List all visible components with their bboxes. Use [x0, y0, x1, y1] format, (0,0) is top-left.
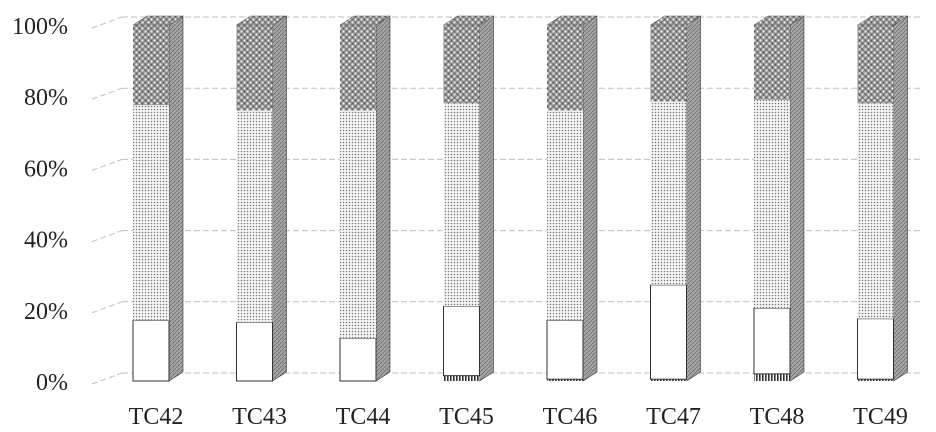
bar-top-face — [856, 15, 909, 26]
x-tick-label: TC49 — [853, 404, 908, 430]
bar-top-face — [442, 15, 495, 26]
bar-segment-cross-hatch — [236, 25, 273, 111]
bar-group-tc42 — [132, 15, 184, 382]
bar-segment-plain-white — [443, 305, 480, 377]
bar-group-tc48 — [753, 15, 805, 382]
bar-group-tc43 — [235, 15, 288, 382]
bar-segment-plain-white — [236, 321, 273, 382]
gridline-diagonal — [91, 301, 123, 314]
bar-segment-plain-white — [546, 319, 584, 380]
bar-top-face — [235, 15, 288, 26]
bar-segment-plain-white — [339, 337, 377, 382]
bar-top-face — [339, 15, 391, 26]
bar-segment-fine-dots — [754, 99, 790, 309]
gridline-diagonal — [91, 372, 123, 385]
bar-segment-fine-dots — [443, 103, 480, 307]
x-tick-label: TC47 — [646, 404, 701, 430]
bar-group-tc49 — [856, 15, 909, 382]
bar-side-face — [168, 15, 184, 382]
bar-side-face — [893, 15, 908, 382]
bar-segment-cross-hatch — [650, 25, 687, 102]
bar-segment-plain-white — [753, 307, 791, 375]
bar-segment-cross-hatch — [547, 25, 583, 111]
bar-group-tc45 — [442, 15, 495, 382]
bar-segment-fine-dots — [547, 110, 583, 321]
x-tick-label: TC44 — [336, 404, 391, 430]
bar-segment-plain-white — [132, 319, 170, 382]
gridline-diagonal — [91, 87, 123, 100]
y-axis-ticks: 0% 20% 40% 60% 80% 100% — [12, 14, 68, 396]
bar-segment-vertical-hatch — [443, 375, 480, 381]
bar-top-face — [753, 15, 805, 26]
gridline-diagonal — [91, 16, 123, 29]
bar-top-face — [132, 15, 184, 26]
bar-segment-vertical-hatch — [857, 379, 894, 381]
bars — [132, 15, 909, 382]
bar-segment-vertical-hatch — [650, 379, 687, 381]
bar-segment-cross-hatch — [443, 25, 480, 104]
bar-top-face — [546, 15, 598, 26]
x-tick-label: TC45 — [439, 404, 494, 430]
bar-group-tc47 — [649, 15, 702, 382]
y-tick-label: 0% — [36, 370, 68, 396]
x-tick-label: TC48 — [750, 404, 805, 430]
bar-segment-cross-hatch — [754, 25, 790, 100]
x-tick-label: TC42 — [129, 404, 184, 430]
bar-group-tc46 — [546, 15, 598, 382]
bar-segment-fine-dots — [857, 103, 894, 319]
bar-segment-cross-hatch — [857, 25, 894, 104]
x-tick-label: TC43 — [232, 404, 287, 430]
y-tick-label: 40% — [24, 228, 68, 254]
bar-segment-fine-dots — [236, 110, 273, 323]
bar-segment-plain-white — [857, 318, 894, 380]
bar-side-face — [375, 15, 391, 382]
x-axis-ticks: TC42 TC43 TC44 TC45 TC46 TC47 TC48 TC49 — [129, 404, 908, 430]
y-tick-label: 100% — [12, 14, 68, 40]
y-tick-label: 20% — [24, 299, 68, 325]
gridline-diagonal — [91, 230, 123, 243]
bar-side-face — [686, 15, 701, 382]
y-tick-label: 60% — [24, 156, 68, 182]
bar-side-face — [479, 15, 494, 382]
bar-group-tc44 — [339, 15, 391, 382]
bar-side-face — [582, 15, 598, 382]
bar-segment-fine-dots — [340, 110, 376, 339]
bar-top-face — [649, 15, 702, 26]
bar-segment-cross-hatch — [133, 25, 169, 106]
bar-side-face — [272, 15, 287, 382]
bar-segment-vertical-hatch — [547, 379, 583, 381]
bar-segment-vertical-hatch — [754, 373, 790, 381]
bar-segment-plain-white — [650, 284, 687, 380]
bar-segment-fine-dots — [133, 105, 169, 321]
bar-segment-fine-dots — [650, 101, 687, 285]
gridline-diagonal — [91, 158, 123, 171]
bar-segment-cross-hatch — [340, 25, 376, 111]
x-tick-label: TC46 — [543, 404, 598, 430]
y-tick-label: 80% — [24, 85, 68, 111]
bar-side-face — [789, 15, 805, 382]
